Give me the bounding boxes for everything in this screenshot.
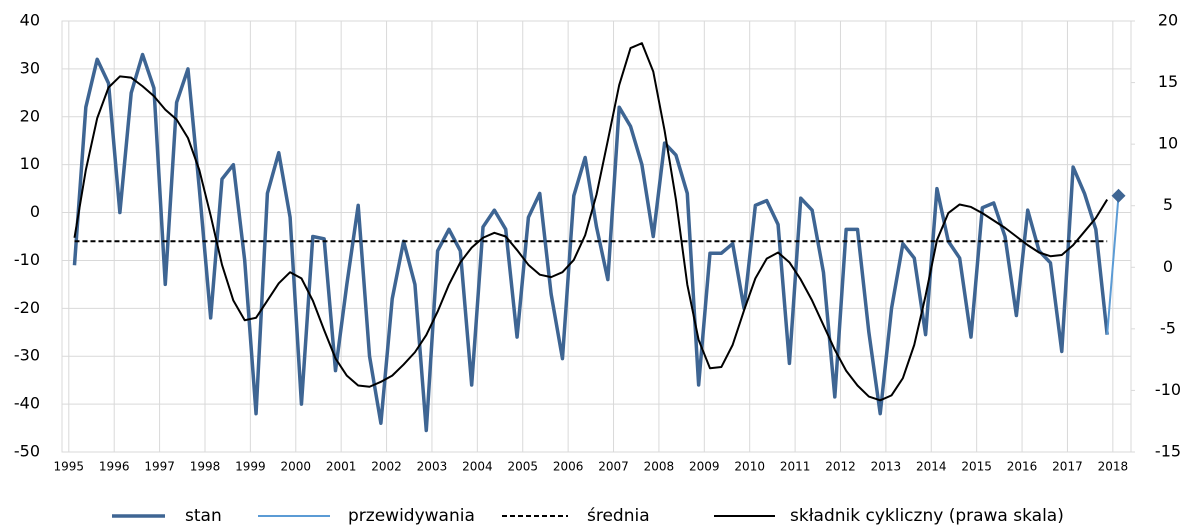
x-tick-label: 1995 — [54, 460, 85, 474]
y-tick-label: -20 — [14, 298, 40, 317]
x-tick-label: 2014 — [916, 460, 947, 474]
x-tick-label: 2001 — [326, 460, 357, 474]
x-tick-label: 2015 — [961, 460, 992, 474]
y-tick-label: 40 — [20, 11, 40, 30]
x-tick-label: 2017 — [1052, 460, 1083, 474]
y-tick-label: -40 — [14, 394, 40, 413]
legend-label: przewidywania — [348, 506, 475, 526]
x-tick-label: 2010 — [734, 460, 765, 474]
y-tick-label: -50 — [14, 442, 40, 461]
series-line — [73, 42, 1109, 402]
y2-tick-label: 20 — [1158, 11, 1178, 30]
y2-tick-label: -5 — [1160, 318, 1176, 337]
y2-tick-label: 0 — [1163, 257, 1173, 276]
series-line — [72, 52, 1109, 433]
legend-label: składnik cykliczny (prawa skala) — [790, 506, 1064, 526]
series-line — [1106, 195, 1120, 335]
y-tick-label: -10 — [14, 250, 40, 269]
x-tick-label: 2005 — [507, 460, 538, 474]
x-tick-label: 2004 — [462, 460, 493, 474]
x-tick-label: 2006 — [553, 460, 584, 474]
y-tick-label: 10 — [20, 154, 40, 173]
x-tick-label: 1996 — [99, 460, 130, 474]
x-tick-label: 1999 — [235, 460, 266, 474]
marker — [1111, 188, 1126, 203]
y2-tick-label: 15 — [1158, 72, 1178, 91]
x-tick-label: 2003 — [417, 460, 448, 474]
y2-tick-label: -10 — [1155, 380, 1181, 399]
y-tick-label: 20 — [20, 106, 40, 125]
x-tick-label: 1997 — [144, 460, 175, 474]
y2-tick-label: 5 — [1163, 195, 1173, 214]
x-tick-label: 2002 — [371, 460, 402, 474]
x-tick-label: 2013 — [871, 460, 902, 474]
x-tick-label: 2007 — [598, 460, 629, 474]
legend-label: stan — [185, 506, 222, 526]
y-tick-label: -30 — [14, 346, 40, 365]
x-tick-label: 2016 — [1007, 460, 1038, 474]
y-tick-label: 30 — [20, 58, 40, 77]
x-tick-label: 2008 — [644, 460, 675, 474]
x-tick-label: 2018 — [1098, 460, 1129, 474]
plot-border — [61, 20, 1132, 453]
x-tick-label: 2009 — [689, 460, 720, 474]
x-tick-label: 2000 — [280, 460, 311, 474]
y2-tick-label: 10 — [1158, 134, 1178, 153]
x-tick-label: 1998 — [190, 460, 221, 474]
legend-label: średnia — [587, 506, 650, 526]
y2-tick-label: -15 — [1155, 442, 1181, 461]
x-tick-label: 2012 — [825, 460, 856, 474]
y-tick-label: 0 — [30, 202, 40, 221]
x-tick-label: 2011 — [780, 460, 811, 474]
